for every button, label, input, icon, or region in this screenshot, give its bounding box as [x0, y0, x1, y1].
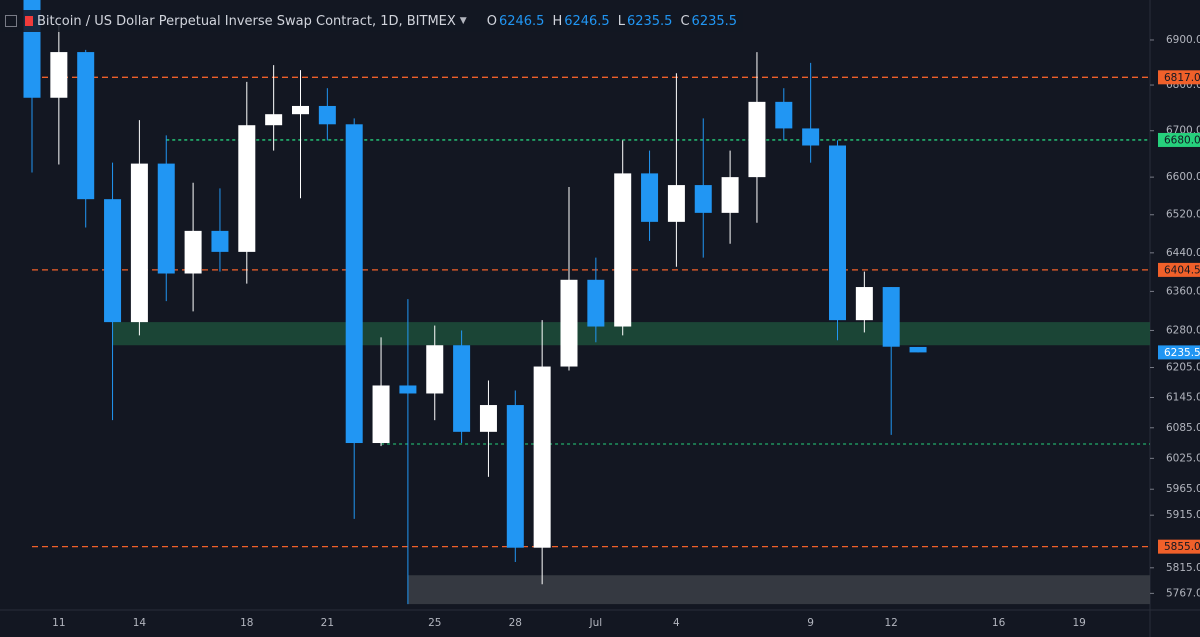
candle-body	[748, 101, 766, 178]
x-tick-label: 14	[133, 617, 147, 629]
level-tag-label: 6404.5	[1164, 264, 1200, 276]
x-tick-label: 12	[885, 617, 898, 629]
candle-body	[399, 385, 417, 394]
close-value: 6235.5	[691, 13, 738, 29]
high-label: H	[552, 13, 563, 29]
candle-body	[614, 173, 632, 327]
candle-body	[909, 346, 927, 353]
open-label: O	[486, 13, 497, 29]
candle-body	[372, 385, 390, 444]
candle-body	[587, 279, 605, 327]
x-tick-label: 18	[240, 617, 253, 629]
y-tick-label: 6205.0	[1166, 362, 1200, 374]
x-tick-label: Jul	[589, 617, 603, 629]
level-tag-label: 6680.0	[1164, 134, 1200, 146]
plot-area	[23, 0, 1150, 605]
x-tick-label: 28	[509, 617, 522, 629]
y-tick-label: 6280.0	[1166, 324, 1200, 336]
open-value: 6246.5	[498, 13, 545, 29]
candle-body	[721, 177, 739, 213]
y-tick-label: 6025.0	[1166, 452, 1200, 464]
y-tick-label: 6900.0	[1166, 34, 1200, 46]
level-tag	[1158, 262, 1200, 277]
high-value: 6246.5	[564, 13, 610, 29]
candle-body	[50, 52, 68, 98]
dropdown-caret[interactable]: ▼	[459, 16, 467, 26]
candle-body	[506, 405, 524, 548]
candle-body	[667, 185, 685, 222]
x-tick-label: 21	[321, 617, 334, 629]
y-tick-label: 6520.0	[1166, 209, 1200, 221]
x-tick-label: 16	[992, 617, 1006, 629]
candle-body	[345, 124, 363, 444]
candle-body	[77, 52, 95, 200]
y-tick-label: 6440.0	[1166, 247, 1200, 259]
chart-header: Bitcoin / US Dollar Perpetual Inverse Sw…	[0, 10, 744, 32]
candle-body	[829, 145, 846, 321]
y-tick-label: 5815.0	[1166, 562, 1200, 574]
candle-body	[533, 366, 551, 548]
x-tick-label: 25	[428, 617, 441, 629]
candle-body	[157, 163, 175, 274]
candle-body	[694, 185, 712, 213]
candle-body	[318, 105, 336, 125]
symbol-flag	[25, 16, 33, 26]
chart-title: Bitcoin / US Dollar Perpetual Inverse Sw…	[37, 13, 456, 29]
y-tick-label: 5767.0	[1166, 587, 1200, 599]
low-label: L	[617, 13, 625, 29]
candle-body	[211, 230, 229, 252]
x-tick-label: 11	[52, 617, 65, 629]
y-tick-label: 5915.0	[1166, 509, 1200, 521]
layout-icon[interactable]	[5, 15, 17, 27]
level-tag	[1158, 70, 1200, 85]
last-price-label: 6235.5	[1164, 347, 1200, 359]
candle-body	[802, 128, 820, 146]
y-tick-label: 6600.0	[1166, 171, 1200, 183]
last-price-tag	[1158, 345, 1200, 360]
y-tick-label: 5965.0	[1166, 483, 1200, 495]
candle-body	[453, 345, 471, 432]
level-tag	[1158, 132, 1200, 147]
y-tick-label: 6360.0	[1166, 285, 1200, 297]
level-tag-label: 5855.0	[1164, 541, 1200, 553]
y-tick-label: 6145.0	[1166, 392, 1200, 404]
low-value: 6235.5	[626, 13, 673, 29]
candle-body	[104, 199, 122, 323]
candle-body	[641, 173, 659, 222]
x-tick-label: 19	[1072, 617, 1085, 629]
candle-body	[238, 125, 256, 252]
x-tick-label: 9	[807, 617, 814, 629]
candle-body	[292, 105, 309, 115]
candle-body	[479, 405, 497, 432]
candle-body	[130, 163, 148, 323]
close-label: C	[680, 13, 690, 29]
price-zone	[112, 322, 1150, 346]
level-tag-label: 6817.0	[1164, 72, 1200, 84]
y-tick-label: 6085.0	[1166, 422, 1200, 434]
x-tick-label: 4	[673, 617, 680, 629]
candle-body	[560, 279, 578, 367]
candle-body	[775, 101, 793, 129]
price-zone	[407, 575, 1150, 605]
candle-body	[882, 287, 900, 347]
candle-body	[855, 287, 873, 321]
candle-body	[184, 230, 202, 274]
candle-body	[265, 114, 283, 126]
candle-body	[426, 345, 444, 394]
level-tag	[1158, 539, 1200, 554]
